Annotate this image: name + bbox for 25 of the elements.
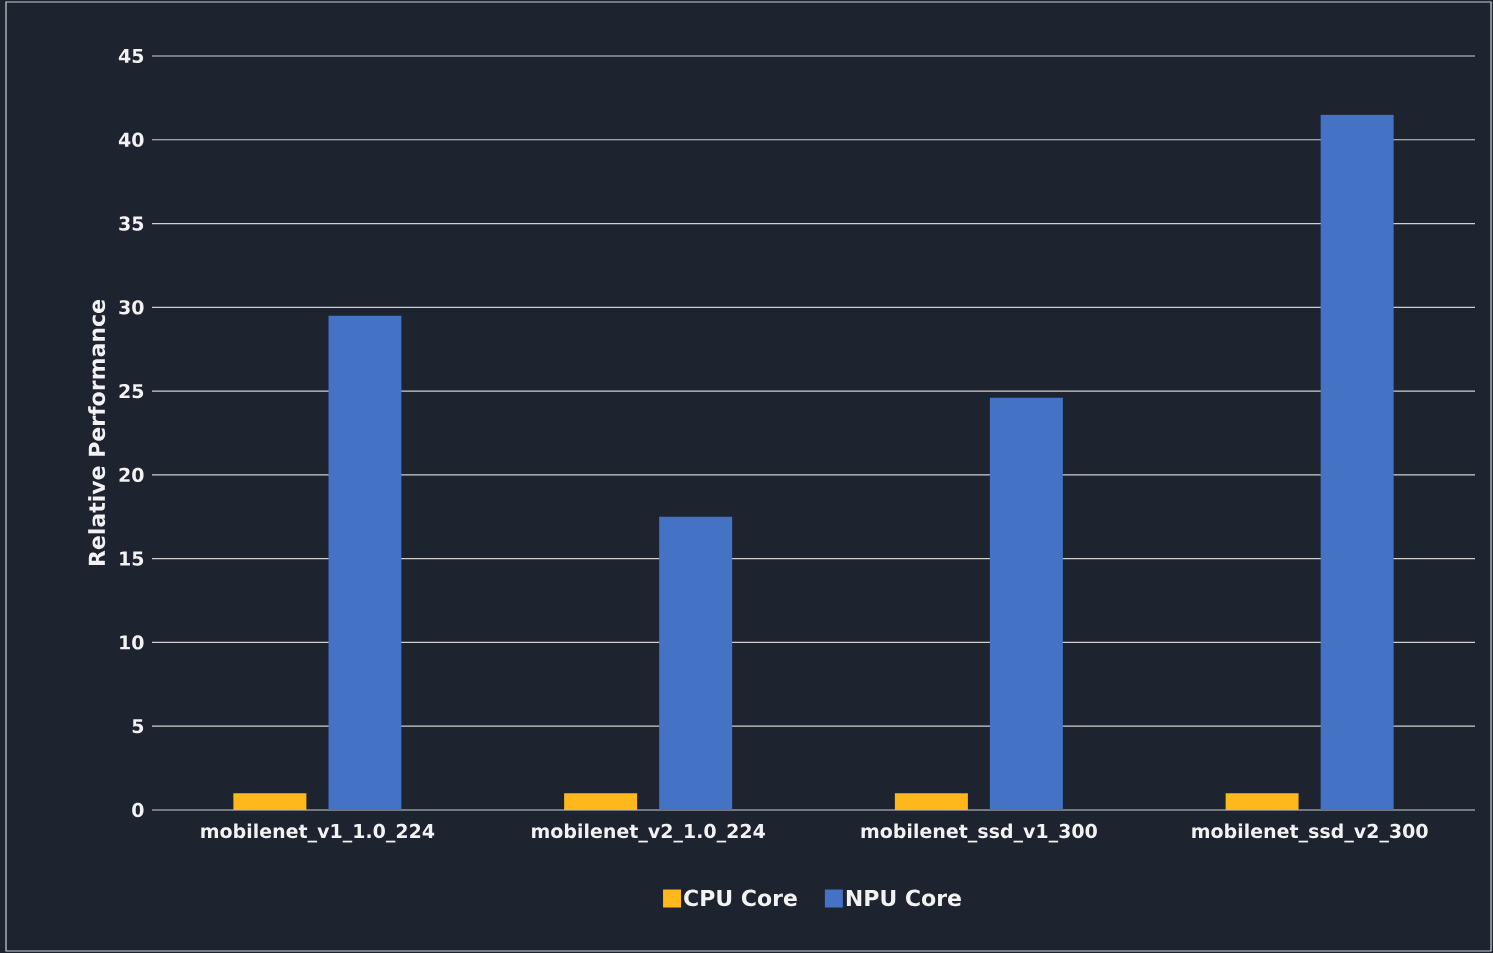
x-tick-label: mobilenet_v2_1.0_224 [532, 823, 765, 843]
legend-label: NPU Core [846, 889, 961, 907]
bar [1225, 793, 1299, 810]
y-tick-label: 15 [120, 551, 144, 566]
bar [328, 315, 402, 810]
y-tick-label: 5 [132, 719, 144, 734]
bar [989, 397, 1063, 810]
y-tick-label: 0 [132, 802, 144, 818]
x-tick-label: mobilenet_ssd_v1_300 [861, 823, 1097, 843]
x-tick-label: mobilenet_v1_1.0_224 [201, 823, 435, 843]
bar [1320, 114, 1394, 810]
y-tick-label: 45 [118, 48, 144, 64]
y-tick-label: 35 [119, 216, 144, 231]
y-tick-label: 10 [120, 635, 144, 650]
legend-label: CPU Core [684, 889, 797, 907]
bar [659, 516, 733, 810]
bar [564, 793, 638, 810]
y-tick-label: 20 [119, 467, 144, 483]
bar [894, 793, 968, 810]
y-tick-label: 40 [118, 132, 144, 147]
y-axis-title: Relative Performance [88, 300, 106, 565]
y-tick-label: 30 [119, 300, 144, 315]
x-tick-label: mobilenet_ssd_v2_300 [1192, 823, 1428, 843]
bar [233, 793, 307, 810]
y-tick-label: 25 [119, 383, 144, 399]
